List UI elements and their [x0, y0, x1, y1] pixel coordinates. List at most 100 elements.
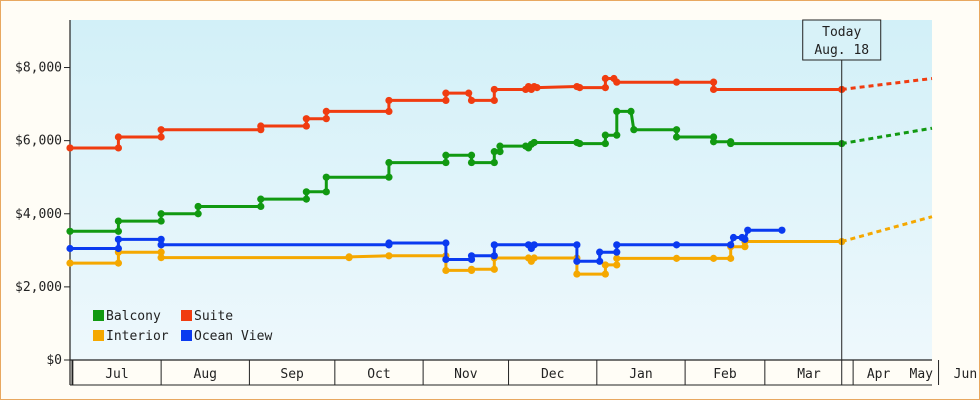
data-point	[66, 259, 74, 267]
data-point	[490, 148, 498, 156]
data-point	[442, 255, 450, 264]
data-point	[385, 107, 393, 115]
data-point	[709, 138, 718, 146]
data-point	[467, 158, 476, 167]
data-point	[385, 96, 393, 105]
legend-swatch	[93, 330, 104, 341]
y-tick-label: $0	[46, 353, 62, 368]
data-point	[672, 126, 681, 134]
data-point	[442, 151, 450, 159]
legend-swatch	[181, 310, 192, 321]
data-point	[672, 254, 681, 262]
data-point	[778, 226, 786, 234]
data-point	[345, 253, 353, 261]
data-point	[490, 265, 498, 273]
data-point	[114, 235, 123, 243]
x-month-label: Feb	[713, 367, 737, 382]
data-point	[442, 266, 450, 275]
projection-line	[841, 215, 933, 243]
data-point	[709, 254, 718, 262]
data-point	[601, 139, 609, 148]
data-point	[302, 115, 310, 123]
data-point	[66, 244, 74, 253]
data-point	[322, 188, 330, 196]
x-month-label: Nov	[454, 367, 478, 382]
projection-line	[841, 77, 933, 91]
data-point	[157, 210, 165, 218]
today-callout-box	[802, 19, 882, 61]
data-point	[467, 151, 476, 159]
data-point	[596, 257, 604, 265]
data-point	[257, 195, 265, 203]
data-point	[157, 241, 165, 249]
data-point	[496, 148, 504, 156]
data-point	[576, 84, 584, 92]
legend-swatch	[181, 330, 192, 341]
data-point	[601, 131, 609, 139]
data-point	[573, 257, 581, 265]
data-point	[257, 202, 265, 211]
data-point	[114, 133, 123, 141]
data-point	[66, 144, 74, 152]
data-point	[729, 233, 738, 242]
x-month-label: Oct	[367, 367, 390, 382]
data-point	[322, 115, 330, 123]
x-month-label: Dec	[541, 367, 564, 382]
data-point	[601, 270, 609, 278]
y-tick-label: $2,000	[15, 280, 62, 295]
data-point	[442, 239, 450, 247]
data-point	[442, 89, 450, 97]
x-month-label: Jul	[105, 367, 128, 382]
x-month-label: Jun	[954, 367, 977, 382]
data-point	[490, 85, 498, 94]
data-point	[467, 96, 476, 105]
data-point	[573, 241, 581, 249]
data-point	[727, 241, 735, 249]
legend-label: Ocean View	[194, 329, 272, 344]
y-tick-label: $6,000	[15, 134, 62, 149]
data-point	[490, 96, 498, 105]
data-point	[157, 217, 165, 225]
x-month-label: Sep	[280, 367, 304, 382]
data-point	[709, 78, 718, 86]
data-point	[613, 241, 621, 249]
data-point	[613, 78, 621, 86]
data-point	[114, 244, 123, 253]
data-point	[442, 158, 450, 167]
x-month-label: Apr	[867, 367, 891, 382]
data-point	[530, 138, 538, 147]
data-point	[385, 158, 393, 167]
data-point	[627, 107, 635, 115]
data-point	[257, 122, 265, 130]
data-point	[573, 270, 581, 278]
data-point	[596, 248, 604, 256]
data-point	[114, 217, 123, 225]
today-date: Aug. 18	[814, 43, 869, 58]
x-month-label: May	[910, 367, 934, 382]
data-point	[385, 173, 393, 181]
data-point	[322, 173, 330, 181]
data-point	[302, 195, 310, 203]
x-month-label: Aug	[194, 367, 217, 382]
data-point	[157, 254, 165, 262]
data-point	[613, 248, 621, 256]
data-point	[672, 133, 681, 141]
data-point	[442, 96, 450, 105]
data-point	[157, 133, 165, 141]
data-point	[114, 227, 123, 235]
today-label: Today	[822, 25, 861, 40]
data-point	[302, 122, 310, 130]
data-point	[672, 78, 681, 86]
data-point	[465, 89, 473, 97]
data-point	[157, 248, 165, 256]
legend-label: Suite	[194, 309, 233, 324]
data-point	[530, 241, 538, 249]
data-point	[613, 254, 621, 262]
data-point	[601, 84, 609, 92]
data-point	[727, 139, 735, 148]
data-point	[114, 144, 123, 152]
data-point	[741, 235, 749, 243]
data-point	[490, 252, 498, 260]
x-month-label: Mar	[797, 367, 821, 382]
y-tick-label: $8,000	[15, 61, 62, 76]
